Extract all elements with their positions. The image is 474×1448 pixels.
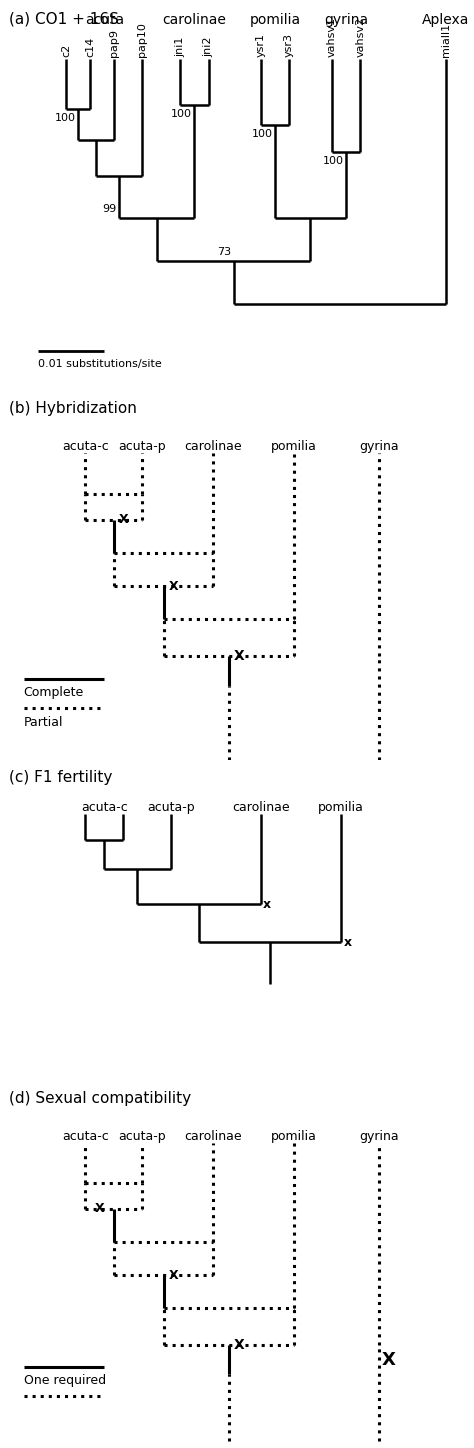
Text: X: X [118,513,128,526]
Text: pomilia: pomilia [271,1129,317,1142]
Text: 73: 73 [217,248,231,258]
Text: pomilia: pomilia [271,440,317,453]
Text: (c) F1 fertility: (c) F1 fertility [9,769,113,785]
Text: pomilia: pomilia [319,801,364,814]
Text: acuta-p: acuta-p [118,1129,166,1142]
Text: jni1: jni1 [175,36,185,56]
Text: carolinae: carolinae [184,440,242,453]
Text: (b) Hybridization: (b) Hybridization [9,401,137,416]
Text: acuta-c: acuta-c [81,801,128,814]
Text: ysr3: ysr3 [284,32,294,56]
Text: acuta: acuta [85,13,124,28]
Text: c14: c14 [85,36,95,56]
Text: 0.01 substitutions/site: 0.01 substitutions/site [38,359,162,369]
Text: x: x [263,898,271,911]
Text: X: X [382,1351,395,1368]
Text: gyrina: gyrina [359,440,399,453]
Text: vahsv1: vahsv1 [327,16,337,56]
Text: 100: 100 [252,129,273,139]
Text: 100: 100 [55,113,76,123]
Text: X: X [95,1202,104,1215]
Text: (a) CO1 + 16S: (a) CO1 + 16S [9,12,119,26]
Text: ysr1: ysr1 [255,32,266,56]
Text: gyrina: gyrina [324,13,368,28]
Text: acuta-p: acuta-p [147,801,194,814]
Text: x: x [344,935,352,948]
Text: miall1: miall1 [440,22,451,56]
Text: carolinae: carolinae [232,801,290,814]
Text: acuta-c: acuta-c [62,1129,109,1142]
Text: X: X [233,1338,244,1352]
Text: X: X [168,1268,178,1281]
Text: pap10: pap10 [137,22,147,56]
Text: carolinae: carolinae [163,13,226,28]
Text: Complete: Complete [24,686,84,699]
Text: jni2: jni2 [203,36,214,56]
Text: X: X [233,649,244,663]
Text: pap9: pap9 [109,29,119,56]
Text: vahsv2: vahsv2 [355,16,365,56]
Text: One required: One required [24,1374,106,1387]
Text: X: X [168,579,178,592]
Text: Aplexa: Aplexa [422,13,469,28]
Text: Partial: Partial [24,715,63,728]
Text: carolinae: carolinae [184,1129,242,1142]
Text: 99: 99 [102,204,117,214]
Text: acuta-p: acuta-p [118,440,166,453]
Text: 100: 100 [171,109,192,119]
Text: (d) Sexual compatibility: (d) Sexual compatibility [9,1090,191,1106]
Text: c2: c2 [61,43,72,56]
Text: 100: 100 [323,156,344,167]
Text: pomilia: pomilia [249,13,301,28]
Text: gyrina: gyrina [359,1129,399,1142]
Text: acuta-c: acuta-c [62,440,109,453]
